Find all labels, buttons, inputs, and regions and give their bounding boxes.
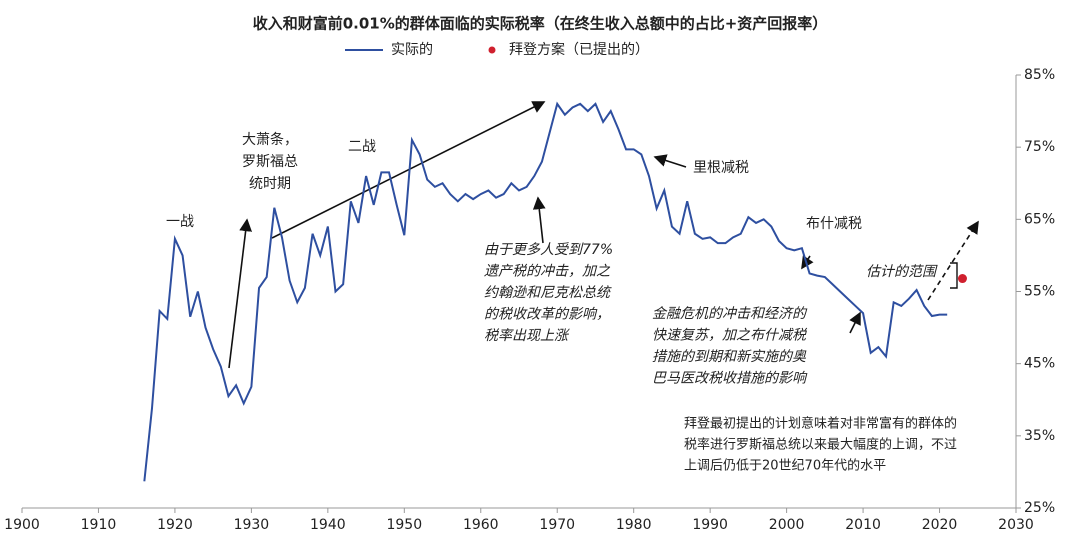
annotation: 快速复苏，加之布什减税: [652, 328, 808, 344]
legend-label: 实际的: [391, 42, 433, 58]
x-tick-label: 1960: [463, 517, 499, 533]
annotation: 拜登最初提出的计划意味着对非常富有的群体的: [684, 416, 957, 432]
x-tick-label: 2000: [769, 517, 805, 533]
x-tick-label: 1950: [386, 517, 422, 533]
chart-title: 收入和财富前0.01%的群体面临的实际税率（在终生收入总额中的占比+资产回报率）: [253, 15, 828, 33]
y-tick-label: 85%: [1024, 67, 1055, 83]
annotation: 统时期: [249, 176, 291, 192]
x-tick-label: 1910: [81, 517, 117, 533]
x-tick-label: 2010: [845, 517, 881, 533]
annotation: 措施的到期和新实施的奥: [652, 349, 807, 365]
x-tick-label: 1900: [4, 517, 40, 533]
annotation: 由于更多人受到77%: [484, 242, 613, 258]
annotation: 遗产税的冲击，加之: [484, 264, 611, 280]
annotation: 的税收改革的影响，: [484, 307, 610, 323]
legend-label: 拜登方案（已提出的）: [509, 41, 649, 58]
annotation: 里根减税: [693, 160, 749, 176]
x-tick-label: 1940: [310, 517, 346, 533]
x-tick-label: 1990: [692, 517, 728, 533]
annotation: 大萧条，: [242, 131, 298, 148]
annotation: 税率进行罗斯福总统以来最大幅度的上调，不过: [684, 437, 957, 453]
y-tick-label: 25%: [1024, 500, 1055, 516]
data-point: [957, 274, 967, 284]
y-tick-label: 55%: [1024, 284, 1055, 300]
annotation: 估计的范围: [866, 264, 938, 280]
annotation: 税率出现上涨: [484, 328, 570, 344]
x-tick-label: 1930: [234, 517, 270, 533]
y-tick-label: 75%: [1024, 139, 1055, 155]
x-tick-label: 2030: [998, 517, 1034, 533]
annotation: 二战: [348, 139, 376, 155]
y-tick-label: 65%: [1024, 211, 1055, 227]
annotation: 罗斯福总: [242, 154, 298, 170]
x-tick-label: 2020: [922, 517, 958, 533]
x-tick-label: 1970: [539, 517, 575, 533]
annotation: 一战: [166, 214, 194, 230]
annotation: 金融危机的冲击和经济的: [652, 306, 808, 322]
legend-marker: [488, 46, 496, 54]
y-tick-label: 35%: [1024, 428, 1055, 444]
annotation: 上调后仍低于20世纪70年代的水平: [684, 458, 886, 474]
y-tick-label: 45%: [1024, 356, 1055, 372]
annotation: 巴马医改税收措施的影响: [652, 371, 808, 387]
x-tick-label: 1980: [616, 517, 652, 533]
arrows: [228, 101, 979, 369]
data-line: [143, 101, 948, 482]
annotation: 约翰逊和尼克松总统: [484, 285, 612, 301]
annotation: 布什减税: [806, 216, 862, 232]
x-tick-label: 1920: [157, 517, 193, 533]
